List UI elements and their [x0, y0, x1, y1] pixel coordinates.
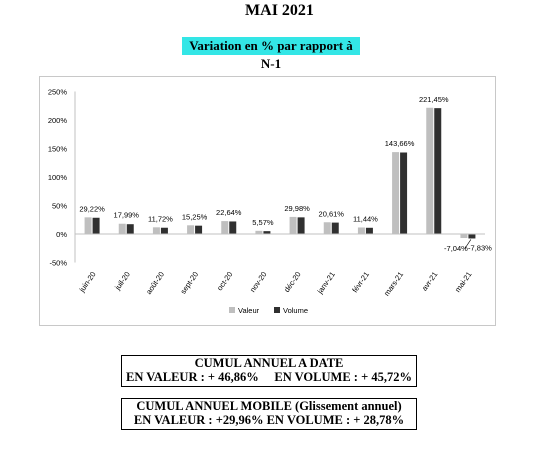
x-tick-label: sept-20 — [178, 270, 200, 296]
x-tick-label: juin-20 — [77, 270, 98, 294]
data-label: 11,72% — [148, 214, 173, 223]
bar-valeur — [460, 234, 468, 239]
bar-volume — [400, 152, 408, 234]
x-tick-label: oct-20 — [215, 270, 234, 292]
bar-valeur — [221, 221, 229, 234]
bar-volume — [92, 217, 100, 234]
y-tick-label: 200% — [48, 116, 68, 125]
data-label: 5,57% — [252, 218, 274, 227]
bar-volume — [229, 221, 237, 234]
bar-volume — [160, 227, 168, 234]
bar-valeur — [357, 227, 365, 234]
x-tick-label: déc-20 — [282, 270, 303, 294]
chart-subtitle: Variation en % par rapport à N-1 — [182, 37, 360, 71]
leader-line — [464, 239, 472, 249]
data-label: 29,98% — [284, 204, 310, 213]
bar-volume — [195, 225, 203, 234]
y-tick-label: 100% — [48, 173, 68, 182]
data-label: 29,22% — [79, 204, 105, 213]
bar-valeur — [118, 223, 126, 234]
y-tick-label: 50% — [52, 202, 67, 211]
bar-volume — [468, 234, 476, 239]
bar-volume — [365, 227, 373, 234]
x-tick-label: janv-21 — [315, 270, 337, 296]
x-tick-label: mars-21 — [382, 270, 405, 298]
bar-valeur — [152, 227, 160, 234]
y-tick-label: 0% — [56, 230, 67, 239]
bar-volume — [126, 224, 134, 234]
data-label: 221,45% — [419, 95, 449, 104]
data-label-extra: -7,83% — [468, 243, 492, 252]
x-tick-label: août-20 — [144, 270, 166, 296]
legend-swatch-volume — [274, 307, 280, 313]
x-tick-label: juil-20 — [112, 270, 131, 292]
bar-valeur — [187, 225, 195, 234]
x-tick-label: nov-20 — [248, 270, 269, 294]
mobile-title: CUMUL ANNUEL MOBILE (Glissement annuel) — [136, 399, 402, 413]
cumul-title: CUMUL ANNUEL A DATE — [194, 356, 344, 370]
bar-valeur — [84, 217, 92, 234]
chart-frame: -50% 0% 50% 100% 150% 200% 250% 29,22% juin-20 17… — [39, 76, 496, 326]
page-title: MAI 2021 — [245, 2, 314, 19]
x-tick-label: avr-21 — [420, 270, 440, 293]
cumul-annuel-box: CUMUL ANNUEL A DATE EN VALEUR : + 46,86%… — [121, 355, 417, 387]
bar-volume — [331, 222, 339, 234]
legend-label: Valeur — [238, 306, 260, 315]
bar-valeur — [323, 222, 331, 234]
data-label: 15,25% — [182, 212, 208, 221]
bar-chart: -50% 0% 50% 100% 150% 200% 250% 29,22% juin-20 17… — [48, 88, 492, 316]
data-label: 22,64% — [216, 208, 242, 217]
x-tick-label: mai-21 — [453, 270, 474, 294]
bar-valeur — [255, 230, 263, 234]
y-tick-label: 150% — [48, 145, 68, 154]
data-label: 20,61% — [319, 209, 345, 218]
bar-valeur — [289, 216, 297, 234]
data-label: 11,44% — [353, 214, 378, 223]
cumul-mobile-box: CUMUL ANNUEL MOBILE (Glissement annuel) … — [121, 398, 417, 430]
legend-label: Volume — [283, 306, 308, 315]
y-tick-label: 250% — [48, 88, 68, 97]
bar-volume — [263, 231, 271, 234]
x-tick-label: févr-21 — [350, 270, 371, 294]
legend-swatch-valeur — [229, 307, 235, 313]
data-label: 17,99% — [114, 211, 140, 220]
mobile-values: EN VALEUR : +29,96% EN VOLUME : + 28,78% — [133, 413, 405, 427]
bar-valeur — [426, 107, 434, 234]
bar-volume — [297, 217, 305, 234]
bar-volume — [434, 108, 442, 234]
data-label: -7,04% — [444, 244, 468, 253]
cumul-values: EN VALEUR : + 46,86% EN VOLUME : + 45,72… — [126, 370, 412, 384]
y-tick-label: -50% — [49, 259, 67, 268]
data-label: 143,66% — [385, 139, 415, 148]
bar-valeur — [392, 152, 400, 234]
